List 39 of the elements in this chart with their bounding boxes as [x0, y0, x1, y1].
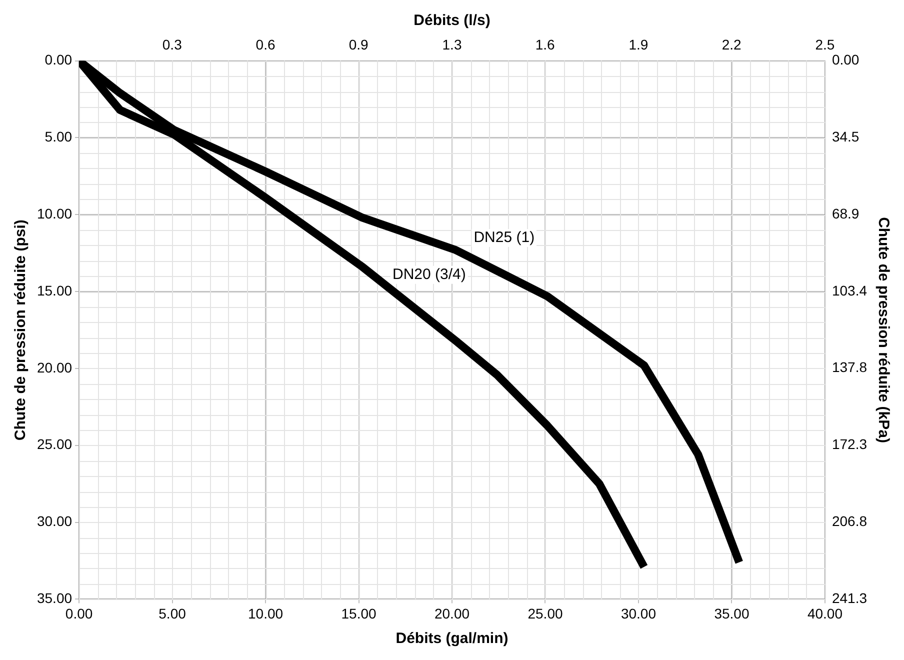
y2-tick-label: 241.3 — [832, 590, 868, 606]
x-tick-label: 5.00 — [158, 605, 186, 622]
y2-tick-label: 103.4 — [832, 282, 868, 298]
x2-tick-label: 1.6 — [535, 36, 556, 52]
x2-tick-label: 0.9 — [348, 36, 369, 52]
y-tick-label: 15.00 — [36, 282, 72, 298]
y-axis-title: Chute de pression réduite (psi) — [12, 220, 30, 440]
y-tick-label: 5.00 — [44, 128, 72, 145]
y2-tick-label: 172.3 — [832, 436, 868, 452]
y-tick-label: 10.00 — [36, 205, 72, 222]
y-tick-label: 35.00 — [36, 590, 72, 606]
x2-axis-title: Débits (l/s) — [414, 12, 490, 30]
y2-tick-label: 206.8 — [832, 513, 868, 530]
y2-tick-label: 137.8 — [832, 359, 868, 376]
series-label: DN20 (3/4) — [392, 266, 466, 284]
x-tick-label: 10.00 — [248, 605, 284, 622]
x-tick-label: 20.00 — [434, 605, 470, 622]
y2-tick-label: 34.5 — [832, 128, 860, 145]
y-tick-label: 25.00 — [36, 436, 72, 452]
x-axis-title: Débits (gal/min) — [396, 630, 508, 648]
y-tick-label: 0.00 — [44, 52, 72, 68]
x-tick-label: 30.00 — [620, 605, 656, 622]
x2-tick-label: 2.5 — [815, 36, 835, 52]
x2-tick-label: 1.3 — [442, 36, 462, 52]
x-tick-label: 40.00 — [807, 605, 843, 622]
x-tick-label: 15.00 — [341, 605, 376, 622]
series-label: DN25 (1) — [474, 229, 535, 246]
x2-tick-label: 1.9 — [628, 36, 648, 52]
y2-tick-label: 0.00 — [832, 52, 860, 68]
y2-tick-label: 68.9 — [832, 205, 860, 222]
x-tick-label: 0.00 — [65, 605, 93, 622]
y-tick-label: 20.00 — [36, 359, 72, 376]
x2-tick-label: 0.3 — [162, 36, 182, 52]
y2-axis-title: Chute de pression réduite (kPa) — [874, 217, 892, 443]
x2-tick-label: 0.6 — [256, 36, 276, 52]
x2-tick-label: 2.2 — [722, 36, 742, 52]
x-tick-label: 25.00 — [528, 605, 563, 622]
x-tick-label: 35.00 — [714, 605, 750, 622]
y-tick-label: 30.00 — [36, 513, 72, 530]
